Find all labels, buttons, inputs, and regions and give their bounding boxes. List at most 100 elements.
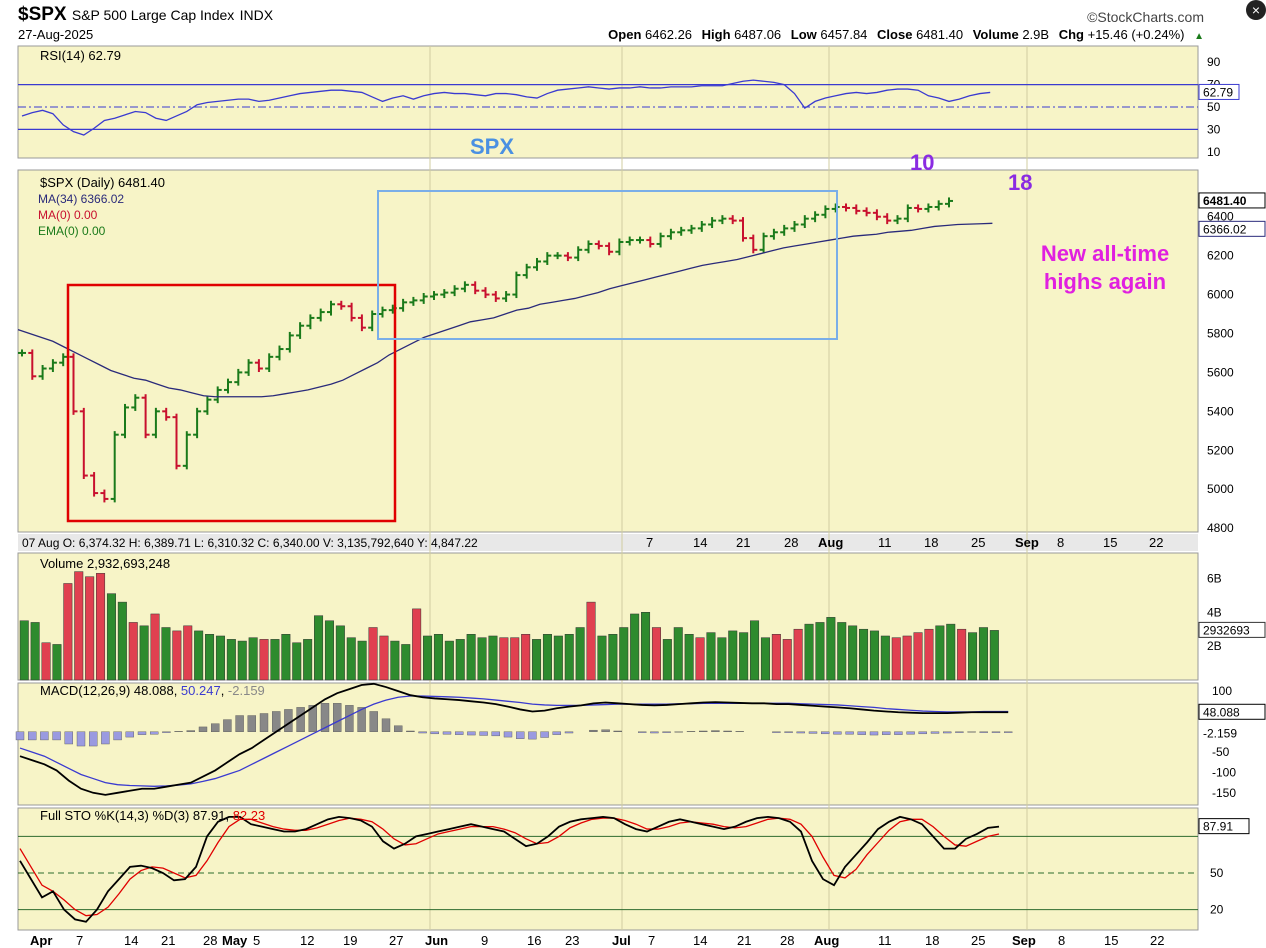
macd-hist-bar bbox=[235, 715, 244, 732]
volume-tick-label: 2B bbox=[1207, 639, 1222, 653]
low-label: Low bbox=[790, 27, 817, 42]
panel-price-bg bbox=[17, 169, 1199, 533]
volume-bar bbox=[695, 637, 705, 681]
close-icon[interactable]: × bbox=[1246, 0, 1266, 20]
macd-hist-bar bbox=[394, 725, 403, 733]
volume-bar bbox=[760, 637, 770, 681]
volume-bar bbox=[52, 644, 62, 681]
volume-bar bbox=[771, 634, 781, 681]
sto-tick-label: 20 bbox=[1210, 903, 1224, 917]
macd-hist-last-label: -2.159 bbox=[1203, 727, 1237, 741]
index-name: S&P 500 Large Cap Index bbox=[71, 7, 235, 23]
x-bottom-label: 23 bbox=[565, 933, 579, 948]
x-bottom-label: 5 bbox=[253, 933, 260, 948]
panel-macd-bg bbox=[17, 682, 1199, 806]
sto-k-line bbox=[19, 815, 1000, 923]
volume-bar bbox=[521, 634, 531, 681]
sto-last-box bbox=[1198, 818, 1250, 835]
x-bottom-label: 25 bbox=[971, 933, 985, 948]
volume-bar bbox=[891, 637, 901, 681]
sto-d-line bbox=[19, 817, 1000, 917]
x-bottom-label: 14 bbox=[693, 933, 707, 948]
x-bottom-label: 19 bbox=[343, 933, 357, 948]
chart-header: $SPX S&P 500 Large Cap Index INDX 27-Aug… bbox=[0, 0, 1266, 44]
volume-bar bbox=[292, 642, 302, 681]
x-bottom-label: 11 bbox=[878, 933, 892, 948]
macd-hist-bar bbox=[125, 731, 135, 738]
macd-signal-value: 50.247 bbox=[181, 683, 221, 698]
macd-hist-bar bbox=[784, 731, 793, 733]
volume-bar bbox=[226, 639, 236, 681]
volume-bar bbox=[946, 623, 956, 681]
macd-hist-bar bbox=[540, 731, 549, 738]
volume-bar bbox=[281, 634, 291, 681]
volume-bar bbox=[532, 639, 542, 681]
volume-bar bbox=[564, 634, 574, 681]
macd-hist-bar bbox=[455, 731, 464, 735]
volume-bar bbox=[433, 634, 443, 681]
x-bottom-label: Jun bbox=[425, 933, 448, 948]
volume-bar bbox=[597, 635, 607, 681]
volume-bar bbox=[85, 576, 95, 681]
x-bottom-label: 28 bbox=[780, 933, 794, 948]
volume-bar bbox=[205, 634, 215, 681]
macd-hist-bar bbox=[162, 731, 171, 733]
brand-label: ©StockCharts.com bbox=[1087, 9, 1204, 25]
volume-bar bbox=[869, 630, 879, 681]
info-bar: 07 Aug O: 6,374.32 H: 6,389.71 L: 6,310.… bbox=[22, 536, 478, 550]
volume-bar bbox=[390, 640, 400, 681]
volume-bar bbox=[150, 613, 160, 681]
macd-hist-bar bbox=[613, 730, 622, 733]
volume-bar bbox=[30, 622, 40, 681]
volume-bar bbox=[215, 635, 225, 681]
volume-bar bbox=[673, 627, 683, 681]
macd-tick-label: -50 bbox=[1212, 745, 1230, 759]
macd-hist-bar bbox=[857, 731, 866, 735]
ma34-legend: MA(34) 6366.02 bbox=[38, 192, 124, 206]
volume-bar bbox=[499, 637, 509, 681]
x-top-label: 7 bbox=[646, 535, 653, 550]
macd-hist-bar bbox=[308, 705, 317, 732]
volume-bar bbox=[586, 601, 596, 681]
macd-hist-bar bbox=[918, 731, 927, 735]
macd-tick-label: -100 bbox=[1212, 765, 1236, 779]
price-tick-label: 5400 bbox=[1207, 404, 1234, 418]
volume-title: Volume 2,932,693,248 bbox=[40, 556, 170, 571]
x-bottom-label: 14 bbox=[124, 933, 138, 948]
macd-hist-bar bbox=[808, 731, 818, 734]
x-top-label: 14 bbox=[693, 535, 707, 550]
volume-bar bbox=[662, 639, 672, 681]
volume-bar bbox=[651, 627, 661, 681]
vol-last-label: 2932693 bbox=[1203, 623, 1250, 637]
x-bottom-label: May bbox=[222, 933, 248, 948]
spx-annotation: SPX bbox=[470, 134, 514, 159]
sto-tick-label: 50 bbox=[1210, 866, 1224, 880]
macd-hist-bar bbox=[589, 729, 598, 733]
panel-rsi-bg bbox=[17, 45, 1199, 159]
price-title: $SPX (Daily) 6481.40 bbox=[40, 175, 165, 190]
volume-bar bbox=[815, 622, 825, 681]
volume-bar bbox=[575, 627, 585, 681]
red-box-annotation bbox=[66, 283, 397, 523]
macd-hist-bar bbox=[491, 731, 500, 737]
ma-last-box bbox=[1198, 220, 1266, 237]
open-value: 6462.26 bbox=[645, 27, 693, 42]
macd-hist-bar bbox=[552, 731, 561, 735]
volume-bar bbox=[139, 625, 149, 681]
macd-hist-bar bbox=[406, 730, 415, 733]
open-label: Open bbox=[608, 27, 642, 42]
high-value: 6487.06 bbox=[734, 27, 782, 42]
macd-hist-bar bbox=[442, 731, 452, 735]
volume-bar bbox=[303, 639, 313, 681]
volume-bar bbox=[401, 644, 411, 681]
volume-bar bbox=[935, 625, 945, 681]
x-bottom-label: 7 bbox=[648, 933, 655, 948]
volume-bar bbox=[619, 627, 629, 681]
macd-hist-bar bbox=[882, 731, 891, 735]
volume-bar bbox=[259, 639, 269, 681]
macd-hist-bar bbox=[76, 731, 86, 747]
volume-bar bbox=[706, 632, 716, 681]
macd-hist-bar bbox=[943, 731, 952, 734]
macd-hist-bar bbox=[662, 731, 671, 733]
